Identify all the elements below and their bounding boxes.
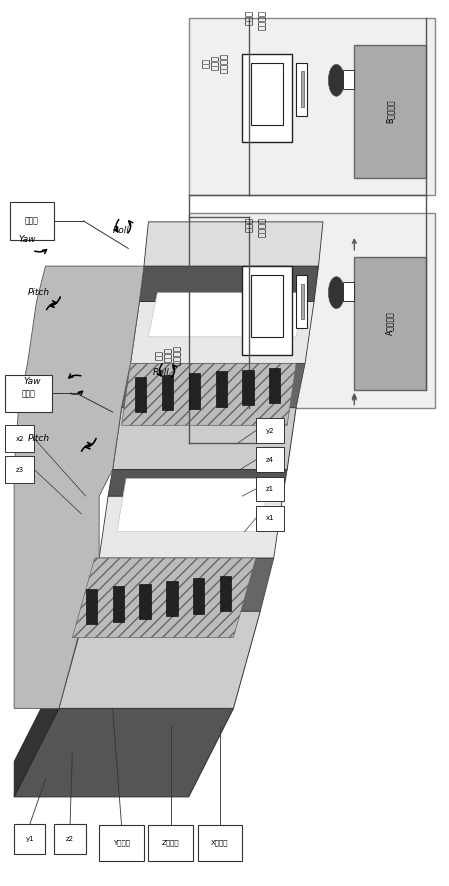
- FancyBboxPatch shape: [54, 824, 86, 854]
- FancyBboxPatch shape: [300, 284, 304, 319]
- Text: Pitch: Pitch: [27, 434, 50, 443]
- Polygon shape: [113, 408, 296, 470]
- Text: 伺服阀: 伺服阀: [245, 217, 254, 232]
- Polygon shape: [59, 611, 260, 709]
- FancyBboxPatch shape: [343, 70, 354, 89]
- FancyBboxPatch shape: [99, 825, 144, 860]
- FancyBboxPatch shape: [242, 54, 292, 143]
- Polygon shape: [140, 266, 318, 301]
- FancyBboxPatch shape: [5, 425, 34, 452]
- Text: x1: x1: [265, 515, 274, 521]
- FancyBboxPatch shape: [256, 506, 284, 531]
- Text: Pitch: Pitch: [27, 288, 50, 297]
- Polygon shape: [86, 558, 274, 611]
- Text: z4: z4: [266, 457, 274, 462]
- Text: B台控制器: B台控制器: [386, 99, 395, 123]
- Polygon shape: [149, 292, 305, 337]
- Circle shape: [328, 65, 344, 97]
- FancyBboxPatch shape: [5, 375, 52, 412]
- Text: X向底座: X向底座: [211, 840, 229, 846]
- FancyBboxPatch shape: [256, 447, 284, 472]
- FancyBboxPatch shape: [251, 275, 283, 337]
- Text: 压力信号: 压力信号: [173, 345, 182, 364]
- FancyBboxPatch shape: [162, 375, 173, 410]
- Text: z3: z3: [16, 467, 24, 472]
- FancyBboxPatch shape: [149, 825, 193, 860]
- Text: 导轨一: 导轨一: [25, 216, 39, 225]
- FancyBboxPatch shape: [251, 63, 283, 125]
- FancyBboxPatch shape: [189, 19, 435, 195]
- FancyBboxPatch shape: [296, 63, 307, 116]
- FancyBboxPatch shape: [14, 824, 45, 854]
- Text: Roll: Roll: [113, 226, 129, 235]
- Polygon shape: [144, 222, 323, 266]
- FancyBboxPatch shape: [256, 418, 284, 443]
- Text: 驱动信号: 驱动信号: [258, 217, 267, 237]
- FancyBboxPatch shape: [216, 371, 227, 407]
- Text: Roll: Roll: [153, 368, 170, 377]
- FancyBboxPatch shape: [166, 581, 177, 617]
- FancyBboxPatch shape: [343, 282, 354, 301]
- Text: 压力信号: 压力信号: [220, 52, 229, 73]
- FancyBboxPatch shape: [354, 257, 426, 390]
- Polygon shape: [122, 363, 305, 408]
- FancyBboxPatch shape: [5, 456, 34, 483]
- FancyBboxPatch shape: [113, 587, 124, 622]
- Circle shape: [328, 276, 344, 308]
- Text: Z向底座: Z向底座: [162, 840, 180, 846]
- FancyBboxPatch shape: [189, 213, 435, 408]
- Text: 加速度: 加速度: [211, 55, 220, 70]
- FancyBboxPatch shape: [198, 825, 242, 860]
- Polygon shape: [122, 363, 296, 425]
- FancyBboxPatch shape: [220, 576, 231, 611]
- Polygon shape: [108, 470, 287, 496]
- Text: 驱动信号: 驱动信号: [258, 10, 267, 29]
- Text: Yaw: Yaw: [18, 235, 36, 244]
- FancyBboxPatch shape: [189, 373, 200, 408]
- FancyBboxPatch shape: [193, 579, 204, 614]
- FancyBboxPatch shape: [296, 275, 307, 328]
- Text: 导轨二: 导轨二: [22, 389, 36, 398]
- FancyBboxPatch shape: [300, 72, 304, 107]
- FancyBboxPatch shape: [242, 369, 254, 405]
- Text: y1: y1: [26, 836, 34, 843]
- Text: 位移: 位移: [202, 58, 211, 67]
- Polygon shape: [131, 301, 314, 363]
- FancyBboxPatch shape: [354, 45, 426, 177]
- Text: Y向底座: Y向底座: [113, 840, 130, 846]
- Text: 位移: 位移: [155, 350, 164, 360]
- FancyBboxPatch shape: [140, 584, 151, 619]
- Text: Yaw: Yaw: [23, 377, 40, 385]
- Text: z2: z2: [66, 836, 74, 843]
- Text: z1: z1: [266, 486, 274, 492]
- Polygon shape: [14, 673, 59, 797]
- Text: 伺服阀: 伺服阀: [245, 10, 254, 25]
- FancyBboxPatch shape: [9, 202, 54, 239]
- Text: y2: y2: [265, 428, 274, 433]
- Polygon shape: [14, 266, 144, 709]
- Text: A台控制器: A台控制器: [386, 312, 395, 336]
- FancyBboxPatch shape: [256, 477, 284, 501]
- Polygon shape: [99, 496, 283, 558]
- Text: x2: x2: [16, 436, 24, 441]
- FancyBboxPatch shape: [135, 377, 146, 412]
- FancyBboxPatch shape: [86, 589, 97, 625]
- Polygon shape: [117, 478, 269, 532]
- Text: 加速度: 加速度: [164, 347, 173, 362]
- Polygon shape: [14, 709, 233, 797]
- FancyBboxPatch shape: [242, 266, 292, 354]
- FancyBboxPatch shape: [269, 368, 281, 403]
- Polygon shape: [72, 558, 256, 638]
